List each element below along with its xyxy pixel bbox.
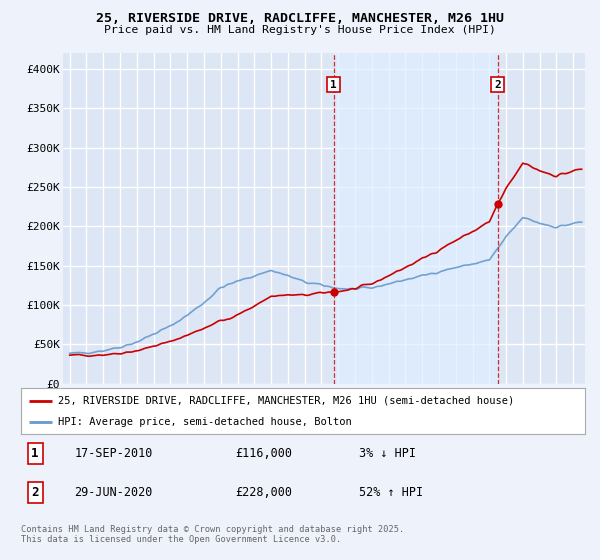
- Text: 1: 1: [330, 80, 337, 90]
- Text: 1: 1: [31, 447, 39, 460]
- Text: Price paid vs. HM Land Registry's House Price Index (HPI): Price paid vs. HM Land Registry's House …: [104, 25, 496, 35]
- Text: 3% ↓ HPI: 3% ↓ HPI: [359, 447, 416, 460]
- Text: £228,000: £228,000: [235, 486, 292, 500]
- Text: 2: 2: [31, 486, 39, 500]
- Text: 52% ↑ HPI: 52% ↑ HPI: [359, 486, 424, 500]
- Text: Contains HM Land Registry data © Crown copyright and database right 2025.
This d: Contains HM Land Registry data © Crown c…: [21, 525, 404, 544]
- Text: 2: 2: [494, 80, 501, 90]
- Text: 25, RIVERSIDE DRIVE, RADCLIFFE, MANCHESTER, M26 1HU (semi-detached house): 25, RIVERSIDE DRIVE, RADCLIFFE, MANCHEST…: [58, 395, 514, 405]
- Text: 25, RIVERSIDE DRIVE, RADCLIFFE, MANCHESTER, M26 1HU: 25, RIVERSIDE DRIVE, RADCLIFFE, MANCHEST…: [96, 12, 504, 25]
- Text: 17-SEP-2010: 17-SEP-2010: [74, 447, 153, 460]
- Bar: [334, 53, 497, 384]
- Text: 29-JUN-2020: 29-JUN-2020: [74, 486, 153, 500]
- Text: £116,000: £116,000: [235, 447, 292, 460]
- Text: HPI: Average price, semi-detached house, Bolton: HPI: Average price, semi-detached house,…: [58, 417, 352, 427]
